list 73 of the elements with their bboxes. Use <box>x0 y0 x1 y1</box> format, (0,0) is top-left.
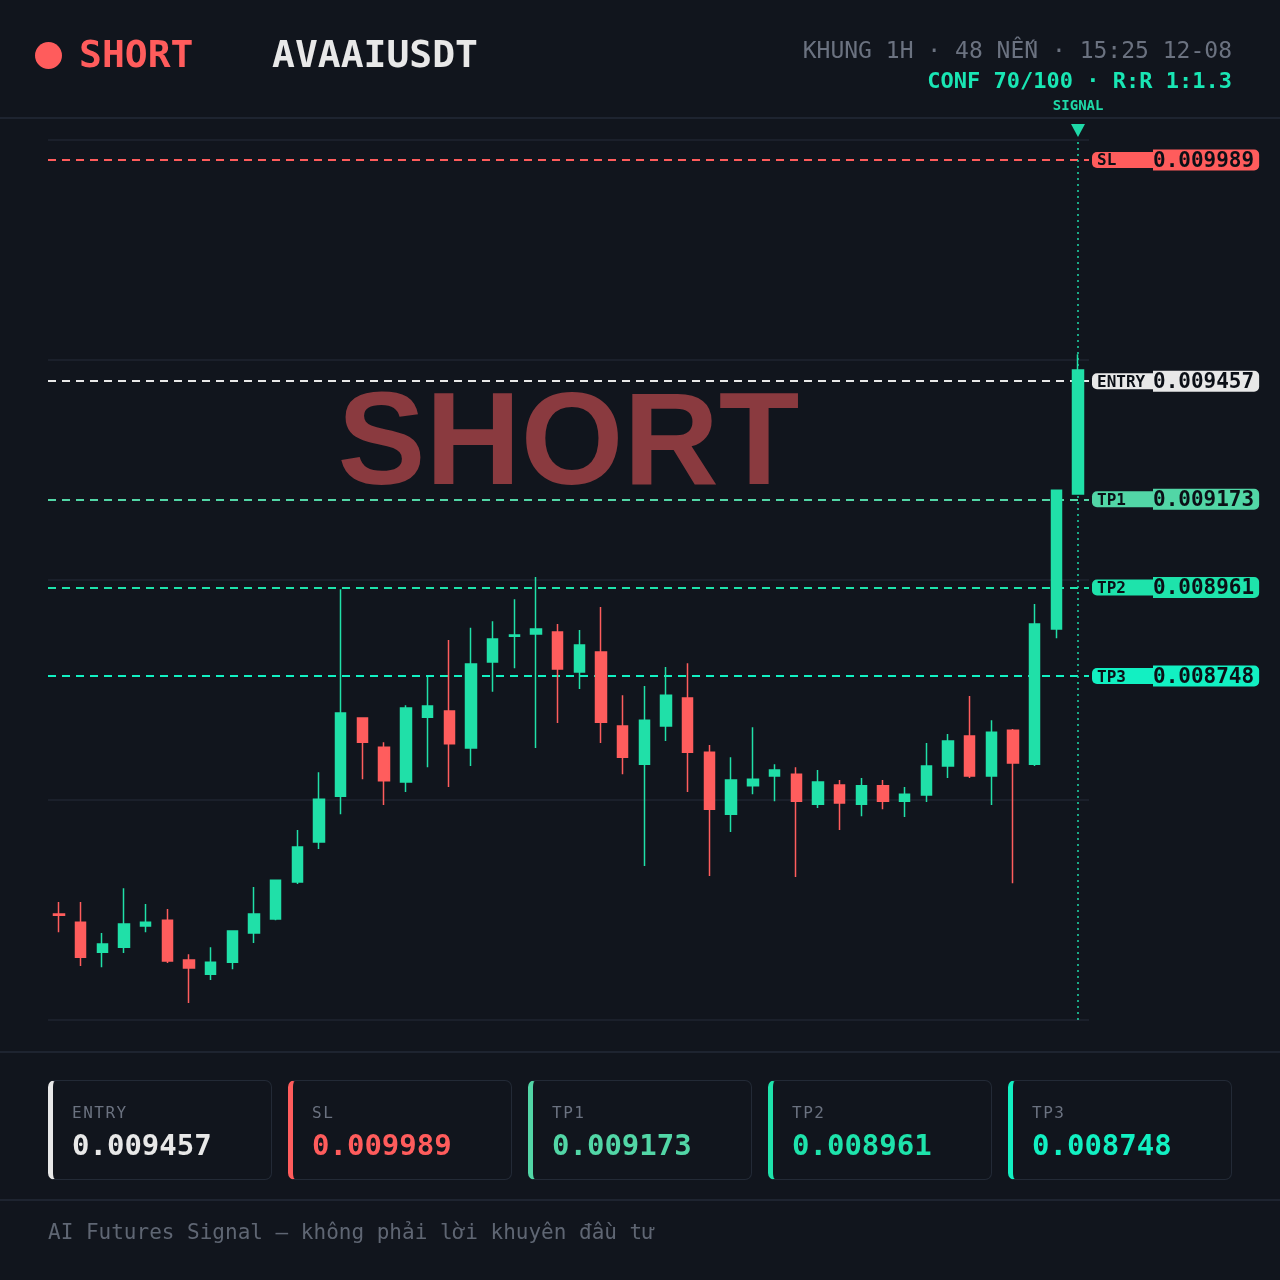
text: 0.008748 <box>1032 1128 1172 1162</box>
candlestick <box>139 903 152 933</box>
candlestick <box>724 756 738 833</box>
candlestick <box>1028 603 1041 767</box>
candlestick <box>616 694 629 775</box>
candlestick <box>399 704 413 793</box>
candlestick <box>746 726 760 795</box>
text: 0.009989 <box>312 1128 452 1162</box>
candlestick <box>768 763 781 802</box>
candlestick <box>638 685 651 867</box>
candlestick <box>443 639 456 788</box>
text: ENTRY <box>72 1103 128 1122</box>
candlestick <box>291 829 304 885</box>
y-tick-label: 0.008748 <box>1153 664 1255 689</box>
ref-line-label: TP2 <box>1097 577 1126 597</box>
candlestick <box>334 588 347 815</box>
candlestick <box>464 627 478 767</box>
text: TP1 <box>552 1103 586 1122</box>
candlestick <box>312 771 326 850</box>
candlestick <box>52 901 66 933</box>
candlestick <box>681 662 694 793</box>
candlestick <box>117 887 131 954</box>
text: SHORT <box>79 32 194 76</box>
candlestick <box>833 779 846 831</box>
candlestick <box>226 930 239 971</box>
text: SL <box>312 1103 335 1122</box>
text: TP2 <box>792 1103 826 1122</box>
candlestick <box>356 716 369 780</box>
candlestick <box>790 766 803 878</box>
candlestick <box>204 946 217 981</box>
y-tick-label: 0.009989 <box>1153 147 1255 172</box>
text: TP3 <box>1032 1103 1066 1122</box>
candlestick <box>898 786 911 818</box>
text: 0.009457 <box>72 1128 212 1162</box>
candlestick <box>963 695 976 779</box>
candlestick <box>486 620 499 693</box>
ref-line-label: ENTRY <box>1097 371 1146 391</box>
candlestick <box>811 769 825 809</box>
annotation: SHORT <box>337 365 800 512</box>
text: 0.008961 <box>792 1128 932 1162</box>
candlestick <box>703 744 716 877</box>
candlestick <box>377 741 391 806</box>
text: 0.009173 <box>552 1128 692 1162</box>
candlestick <box>1006 728 1020 884</box>
candlestick <box>247 886 261 944</box>
candlestick <box>421 676 434 768</box>
ref-line-label: SL <box>1097 150 1117 170</box>
candlestick <box>74 901 87 967</box>
candlestick <box>941 733 955 779</box>
candlestick <box>920 742 933 803</box>
ref-line-label: TP3 <box>1097 666 1126 686</box>
y-tick-label: 0.009173 <box>1153 487 1255 512</box>
ref-line-label: TP1 <box>1097 489 1126 509</box>
chart-title: AVAAIUSDT <box>272 32 478 76</box>
text: CONF 70/100 · R:R 1:1.3 <box>927 68 1232 94</box>
candlestick <box>161 908 174 964</box>
candlestick <box>573 629 586 690</box>
candlestick <box>876 779 890 810</box>
y-tick-label: 0.008961 <box>1153 575 1255 600</box>
candlestick <box>985 719 998 806</box>
candlestick <box>551 623 564 724</box>
candlestick <box>96 932 109 968</box>
candlestick <box>269 879 282 921</box>
candlestick <box>594 606 608 744</box>
candlestick <box>659 666 673 742</box>
chart-subtitle: KHUNG 1H · 48 NẾN · 15:25 12-08 <box>802 36 1232 64</box>
text: AI Futures Signal — không phải lời khuyên đầu tư <box>48 1219 655 1245</box>
candlestick <box>855 777 868 817</box>
y-tick-label: 0.009457 <box>1153 369 1255 394</box>
candlestick <box>529 576 543 749</box>
candlestick <box>182 953 196 1004</box>
candlestick <box>508 598 521 669</box>
text: SIGNAL <box>1052 97 1104 114</box>
